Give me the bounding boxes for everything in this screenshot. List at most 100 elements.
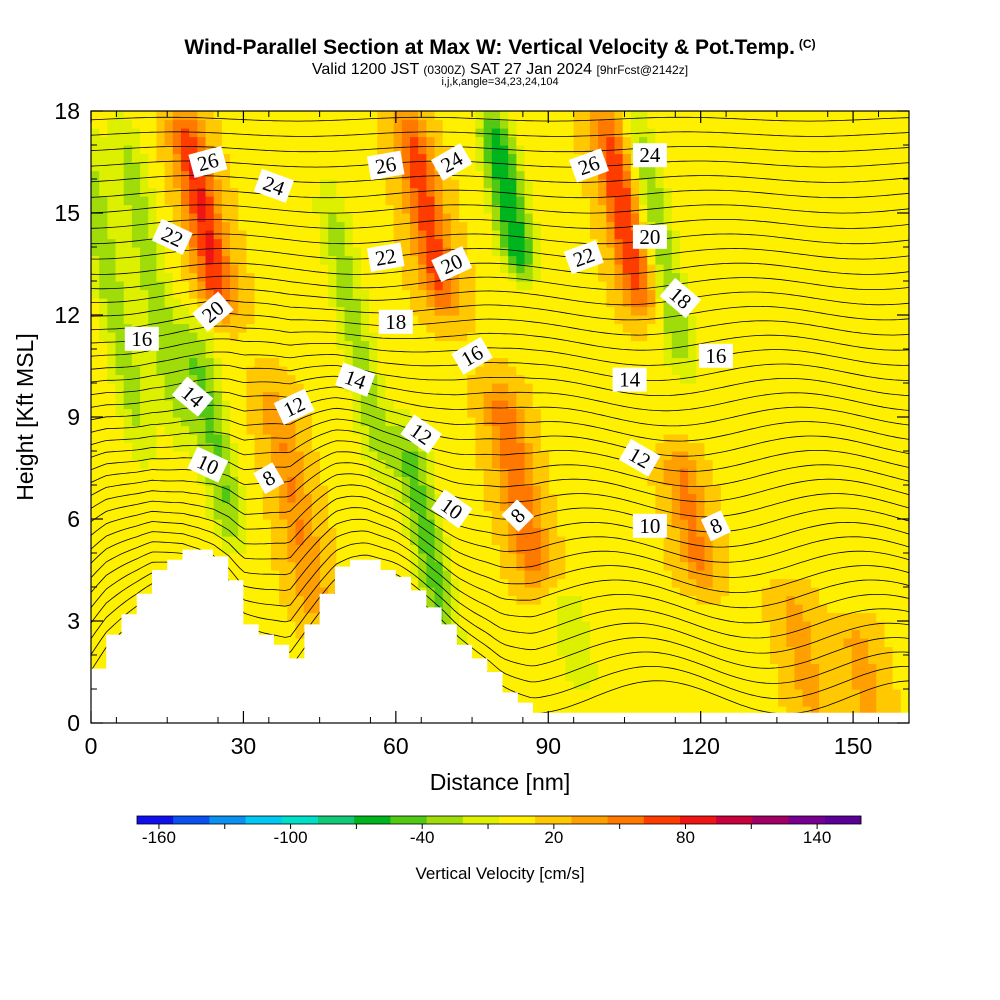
- field-cell: [450, 179, 460, 189]
- field-cell: [524, 425, 534, 435]
- field-cell: [565, 111, 575, 121]
- field-cell: [426, 213, 436, 223]
- field-cell: [336, 281, 346, 291]
- field-cell: [279, 629, 288, 639]
- field-cell: [630, 544, 640, 554]
- field-cell: [500, 621, 509, 631]
- field-cell: [131, 493, 141, 503]
- field-cell: [197, 527, 207, 537]
- field-cell: [647, 340, 657, 350]
- field-cell: [508, 468, 517, 478]
- field-cell: [606, 510, 616, 520]
- field-cell: [164, 119, 174, 129]
- field-cell: [369, 323, 378, 333]
- field-cell: [557, 119, 567, 129]
- field-cell: [320, 306, 329, 316]
- field-cell: [287, 451, 297, 461]
- field-cell: [107, 136, 117, 146]
- field-cell: [156, 493, 166, 503]
- field-cell: [549, 655, 558, 665]
- field-cell: [418, 272, 427, 282]
- field-cell: [270, 298, 280, 308]
- field-cell: [639, 340, 648, 350]
- field-cell: [557, 502, 567, 512]
- field-cell: [221, 196, 231, 206]
- field-cell: [508, 170, 517, 180]
- field-cell: [377, 459, 387, 469]
- field-cell: [311, 221, 321, 231]
- field-cell: [91, 493, 100, 503]
- field-cell: [500, 357, 509, 367]
- field-cell: [91, 119, 100, 129]
- field-cell: [99, 544, 108, 554]
- field-cell: [360, 434, 370, 444]
- field-cell: [589, 689, 599, 699]
- field-cell: [459, 425, 468, 435]
- field-cell: [581, 629, 591, 639]
- field-cell: [311, 476, 321, 486]
- field-cell: [622, 621, 632, 631]
- field-cell: [295, 272, 305, 282]
- field-cell: [557, 400, 567, 410]
- field-cell: [622, 349, 632, 359]
- field-cell: [508, 340, 517, 350]
- field-cell: [581, 451, 591, 461]
- field-cell: [483, 306, 493, 316]
- field-cell: [328, 187, 337, 197]
- field-cell: [500, 162, 509, 172]
- field-cell: [532, 374, 542, 384]
- field-cell: [401, 391, 411, 401]
- field-cell: [140, 119, 149, 129]
- field-cell: [189, 323, 198, 333]
- field-cell: [295, 264, 305, 274]
- field-cell: [508, 349, 517, 359]
- field-cell: [140, 255, 149, 265]
- field-cell: [500, 663, 509, 673]
- field-cell: [352, 153, 362, 163]
- field-cell: [581, 519, 591, 529]
- field-cell: [426, 502, 436, 512]
- field-cell: [254, 451, 264, 461]
- field-cell: [180, 315, 190, 325]
- field-cell: [442, 315, 452, 325]
- field-cell: [622, 128, 632, 138]
- field-cell: [410, 289, 419, 299]
- field-cell: [189, 434, 198, 444]
- field-cell: [606, 425, 616, 435]
- field-cell: [213, 340, 223, 350]
- field-cell: [565, 272, 575, 282]
- field-cell: [450, 451, 460, 461]
- field-cell: [589, 502, 599, 512]
- field-cell: [647, 536, 657, 546]
- field-cell: [230, 519, 239, 529]
- field-cell: [549, 672, 558, 682]
- field-cell: [565, 638, 575, 648]
- field-cell: [336, 502, 346, 512]
- field-cell: [426, 561, 436, 571]
- field-cell: [213, 544, 223, 554]
- field-cell: [303, 213, 313, 223]
- field-cell: [115, 493, 125, 503]
- field-cell: [369, 527, 378, 537]
- field-cell: [238, 298, 248, 308]
- field-cell: [107, 570, 117, 580]
- field-cell: [221, 119, 231, 129]
- field-cell: [647, 638, 657, 648]
- field-cell: [508, 357, 517, 367]
- field-cell: [491, 417, 501, 427]
- field-cell: [336, 213, 346, 223]
- field-cell: [475, 604, 485, 614]
- field-cell: [148, 493, 158, 503]
- field-cell: [442, 196, 452, 206]
- field-cell: [238, 153, 248, 163]
- field-cell: [303, 187, 313, 197]
- field-cell: [589, 400, 599, 410]
- field-cell: [262, 196, 272, 206]
- field-cell: [377, 425, 387, 435]
- field-cell: [500, 349, 509, 359]
- field-cell: [320, 391, 329, 401]
- field-cell: [205, 408, 215, 418]
- field-cell: [221, 451, 231, 461]
- field-cell: [491, 289, 501, 299]
- field-cell: [140, 111, 149, 121]
